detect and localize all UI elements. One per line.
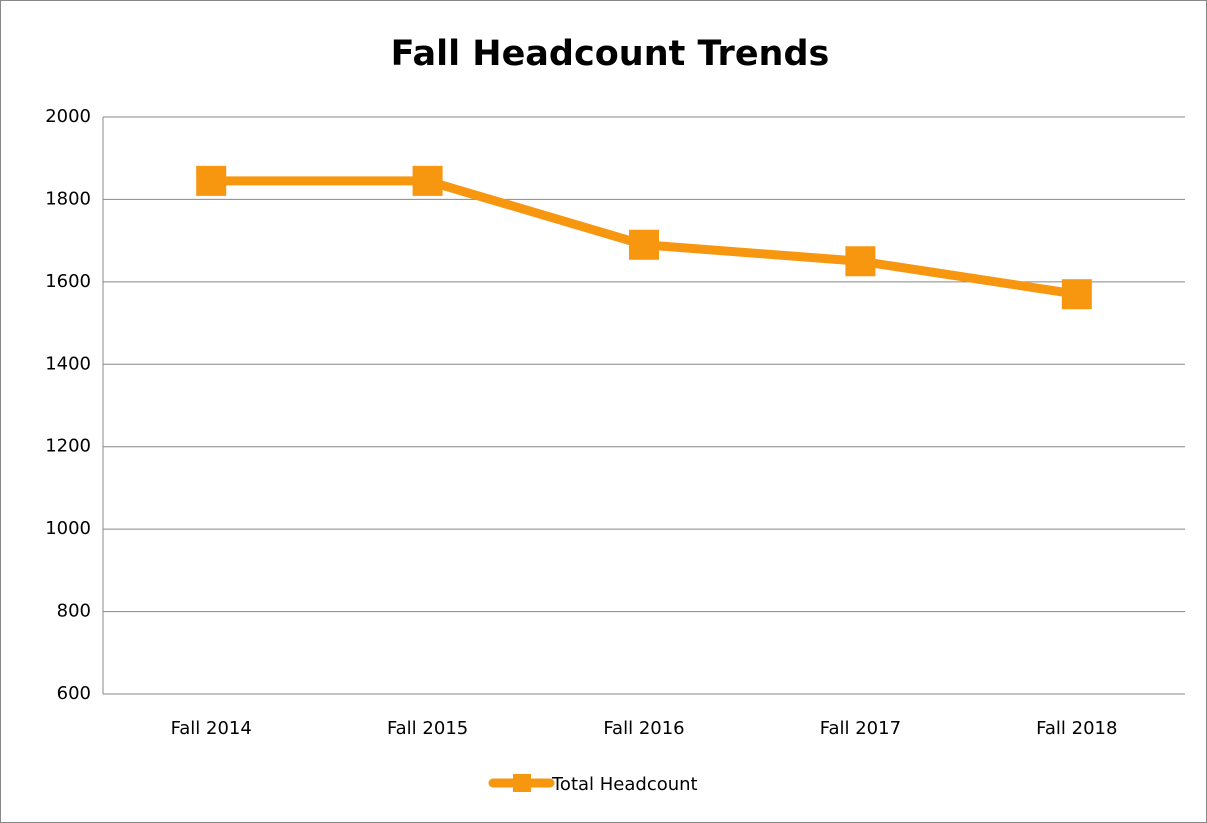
marker — [1061, 279, 1092, 310]
x-tick-label: Fall 2015 — [387, 718, 468, 739]
marker — [845, 246, 876, 277]
x-tick-label: Fall 2014 — [171, 718, 252, 739]
y-tick-label: 1200 — [45, 436, 91, 457]
marker — [196, 165, 227, 196]
legend-label: Total Headcount — [551, 774, 698, 795]
y-tick-label: 1800 — [45, 188, 91, 209]
x-tick-label: Fall 2018 — [1036, 718, 1117, 739]
y-tick-label: 1400 — [45, 353, 91, 374]
y-tick-label: 2000 — [45, 106, 91, 127]
y-tick-label: 1000 — [45, 518, 91, 539]
marker — [412, 165, 443, 196]
y-tick-label: 1600 — [45, 271, 91, 292]
marker — [629, 229, 659, 260]
y-tick-label: 800 — [57, 601, 91, 622]
x-tick-label: Fall 2017 — [820, 718, 901, 739]
y-tick-label: 600 — [57, 683, 91, 704]
x-tick-label: Fall 2016 — [603, 718, 684, 739]
legend-marker — [513, 774, 531, 792]
chart-title: Fall Headcount Trends — [391, 34, 830, 74]
